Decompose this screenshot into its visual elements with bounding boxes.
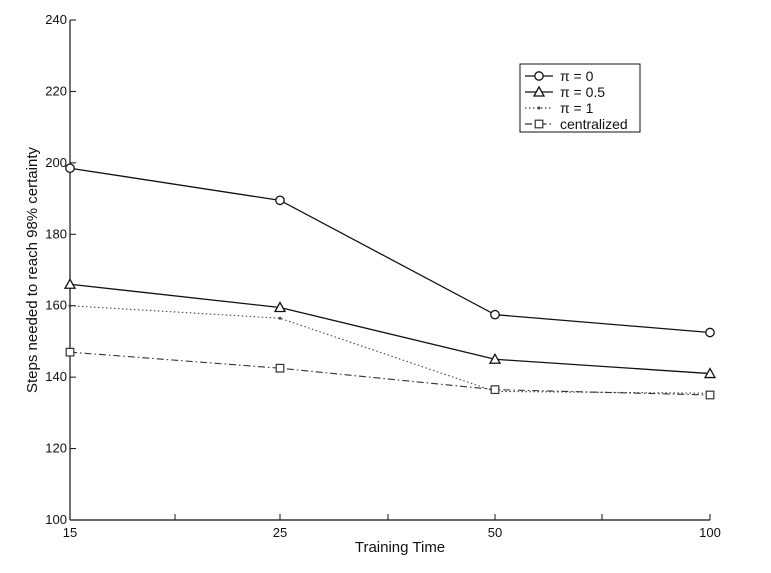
x-axis-title: Training Time xyxy=(355,539,445,556)
legend-dot-marker xyxy=(538,107,541,110)
y-tick-label: 200 xyxy=(45,155,67,170)
series-2-triangle-marker xyxy=(65,279,75,288)
series-4-square-marker xyxy=(276,364,284,372)
series-layer xyxy=(65,164,715,399)
series-1-line xyxy=(70,168,710,332)
series-2-line xyxy=(70,284,710,373)
series-4-square-marker xyxy=(66,348,74,356)
y-tick-label: 120 xyxy=(45,441,67,456)
series-3-dot-marker xyxy=(279,317,282,320)
x-tick-label: 15 xyxy=(63,525,77,540)
x-tick-label: 50 xyxy=(488,525,502,540)
x-tick-label: 100 xyxy=(699,525,721,540)
series-3-dot-marker xyxy=(69,304,72,307)
legend-label: π = 0.5 xyxy=(560,84,605,100)
series-1-circle-marker xyxy=(706,328,714,336)
legend-label: π = 0 xyxy=(560,68,594,84)
legend-label: centralized xyxy=(560,116,628,132)
y-tick-label: 160 xyxy=(45,298,67,313)
series-1-circle-marker xyxy=(66,164,74,172)
y-tick-label: 180 xyxy=(45,226,67,241)
legend-label: π = 1 xyxy=(560,100,594,116)
series-3-line xyxy=(70,306,710,394)
y-axis-title: Steps needed to reach 98% certainty xyxy=(24,147,41,393)
series-4-square-marker xyxy=(491,386,499,394)
series-1-circle-marker xyxy=(276,196,284,204)
x-axis-ticks: 15 25 50 100 xyxy=(63,514,721,540)
series-3 xyxy=(69,304,712,395)
series-4-line xyxy=(70,352,710,395)
series-4 xyxy=(66,348,714,398)
legend-square-marker xyxy=(535,120,543,128)
y-tick-label: 240 xyxy=(45,12,67,27)
legend-circle-marker xyxy=(535,72,543,80)
series-2 xyxy=(65,279,715,377)
x-tick-label: 25 xyxy=(273,525,287,540)
series-1-circle-marker xyxy=(491,310,499,318)
series-4-square-marker xyxy=(706,391,714,399)
y-tick-label: 220 xyxy=(45,83,67,98)
y-tick-label: 140 xyxy=(45,369,67,384)
